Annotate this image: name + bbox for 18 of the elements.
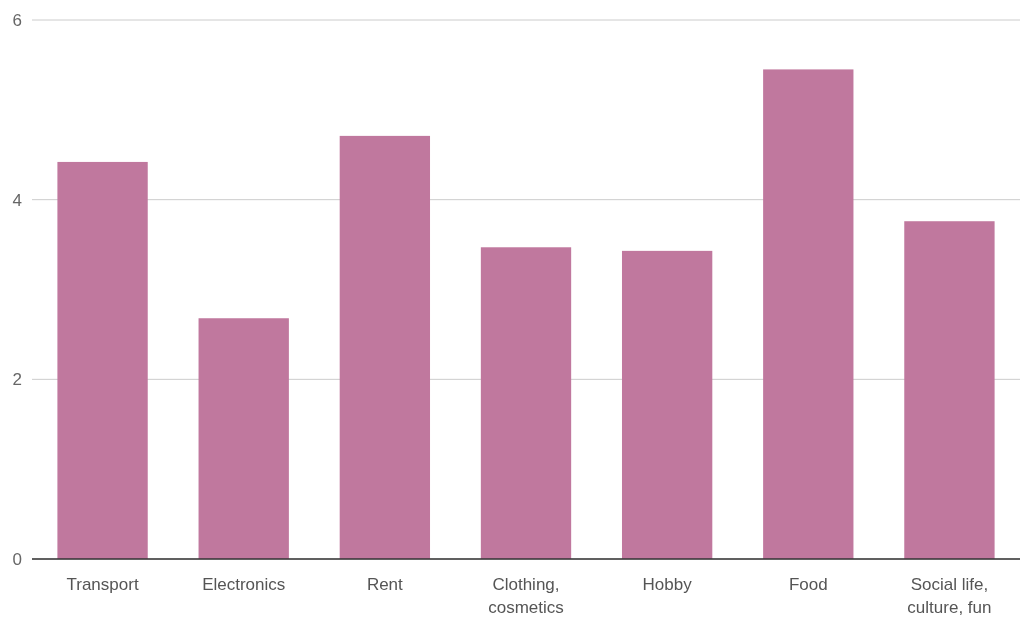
x-tick-label: Electronics [202,575,286,594]
bar [57,161,148,559]
x-tick-label: Food [788,575,828,594]
y-tick-label: 4 [12,190,22,210]
y-tick-label: 0 [12,549,22,569]
x-tick-label: Clothing, cosmetics [488,575,564,617]
bar [480,247,572,559]
bar [904,221,995,559]
y-tick-label: 2 [12,370,22,390]
x-tick-label: Social life, culture, fun [907,575,992,617]
bar [198,318,289,559]
bar [339,135,431,559]
y-tick-label: 6 [12,10,22,30]
bar [763,69,854,559]
x-tick-label: Rent [366,575,404,594]
x-tick-label: Hobby [642,575,693,594]
x-tick-label: Transport [66,575,139,594]
bar [621,250,713,559]
